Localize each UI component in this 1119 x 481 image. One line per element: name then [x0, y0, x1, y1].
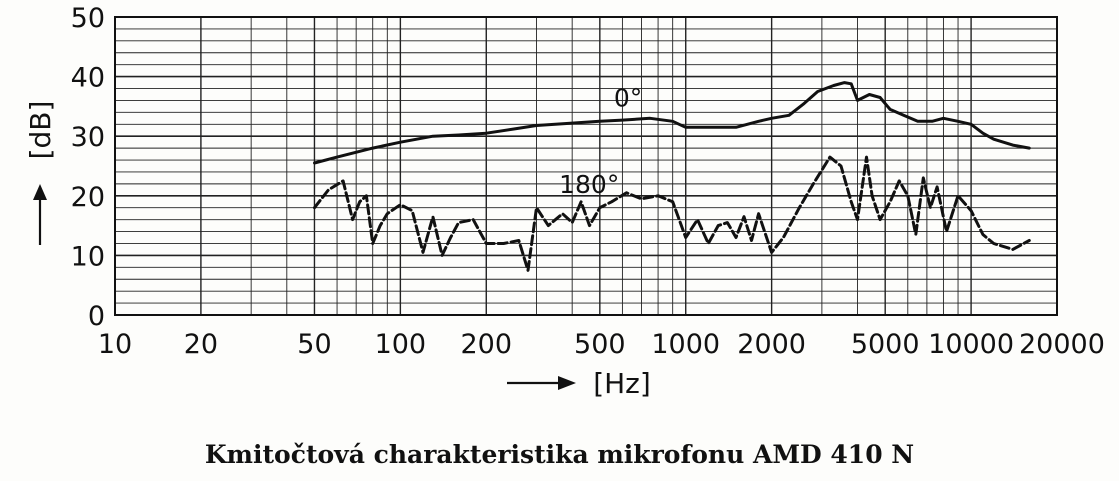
series-label-0deg: 0° [614, 83, 642, 112]
x-tick-label: 2000 [737, 329, 806, 360]
x-tick-label: 20 [184, 329, 218, 360]
y-tick-label: 20 [71, 182, 105, 213]
series-group [313, 81, 1031, 272]
figure-caption: Kmitočtová charakteristika mikrofonu AMD… [204, 440, 915, 469]
x-tick-label: 500 [574, 329, 626, 360]
y-axis-label: [dB] [24, 101, 57, 160]
plot-frame [114, 16, 1058, 316]
y-tick-label: 40 [71, 63, 105, 94]
y-axis-arrowhead [33, 184, 47, 200]
series-line-0deg [313, 81, 1031, 165]
x-tick-label: 50 [297, 329, 331, 360]
labels: [dB] [Hz] 0° 180° [24, 83, 651, 400]
x-tick-label: 100 [375, 329, 427, 360]
x-tick-label: 20000 [1019, 329, 1105, 360]
y-tick-label: 30 [71, 122, 105, 153]
grid [114, 16, 1058, 316]
x-tick-label: 200 [460, 329, 512, 360]
y-tick-label: 50 [71, 3, 105, 34]
x-tick-label: 10000 [928, 329, 1014, 360]
x-axis-label: [Hz] [593, 367, 651, 400]
x-tick-label: 5000 [851, 329, 920, 360]
y-tick-label: 10 [71, 241, 105, 272]
x-tick-label: 1000 [651, 329, 720, 360]
series-line-180deg [313, 155, 1031, 272]
series-label-180deg: 180° [559, 170, 619, 199]
x-tick-label: 10 [98, 329, 132, 360]
x-axis-arrowhead [558, 376, 576, 390]
y-tick-label: 0 [88, 301, 105, 332]
